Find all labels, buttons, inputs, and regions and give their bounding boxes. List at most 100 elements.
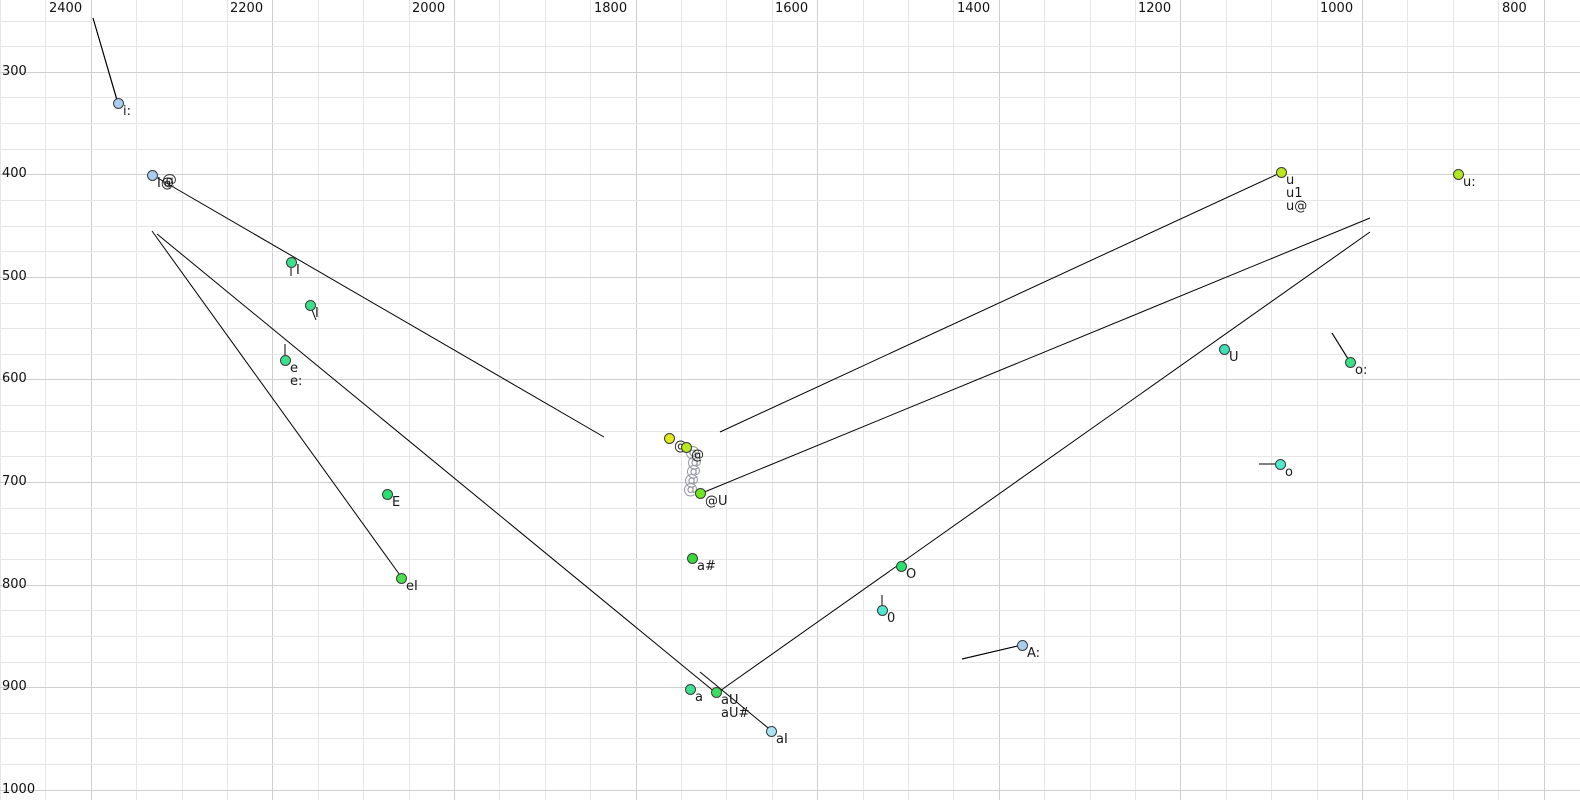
x-gridline-minor xyxy=(136,0,137,800)
x-gridline-minor xyxy=(908,0,909,800)
y-gridline-minor xyxy=(0,200,1580,201)
vowel-data-point[interactable] xyxy=(695,488,706,499)
vowel-data-point[interactable] xyxy=(396,573,407,584)
y-gridline-minor xyxy=(0,97,1580,98)
x-gridline-minor xyxy=(863,0,864,800)
vowel-data-point[interactable] xyxy=(1219,344,1230,355)
y-gridline-minor xyxy=(0,764,1580,765)
x-gridline-minor xyxy=(227,0,228,800)
vowel-data-point[interactable] xyxy=(1345,357,1356,368)
y-axis-tick-label: 900 xyxy=(2,679,27,694)
y-gridline-minor xyxy=(0,21,1580,22)
y-gridline-major xyxy=(0,72,1580,73)
x-gridline-minor xyxy=(590,0,591,800)
vowel-data-point[interactable] xyxy=(1453,169,1464,180)
y-gridline-major xyxy=(0,585,1580,586)
vowel-data-point[interactable] xyxy=(147,170,158,181)
x-gridline-minor xyxy=(1407,0,1408,800)
vowel-point-label: E xyxy=(392,495,401,510)
x-gridline-minor xyxy=(363,0,364,800)
y-gridline-minor xyxy=(0,508,1580,509)
vowel-data-point[interactable] xyxy=(286,257,297,268)
x-gridline-major xyxy=(636,0,637,800)
vowel-point-label: 0 xyxy=(887,611,896,626)
y-axis-tick-label: 500 xyxy=(2,269,27,284)
y-gridline-minor xyxy=(0,713,1580,714)
formant-trajectory-line xyxy=(961,644,1023,660)
vowel-point-label: eI xyxy=(406,579,418,594)
vowel-point-label: a xyxy=(695,690,703,705)
vowel-point-label: aU aU# xyxy=(721,693,750,721)
vowel-data-point[interactable] xyxy=(896,561,907,572)
vowel-data-point[interactable] xyxy=(113,98,124,109)
vowel-data-point[interactable] xyxy=(711,687,722,698)
formant-trajectory-line xyxy=(155,176,605,438)
vowel-data-point[interactable] xyxy=(685,684,696,695)
vowel-point-label: A: xyxy=(1027,646,1041,661)
vowel-data-point[interactable] xyxy=(1017,640,1028,651)
vowel-data-point[interactable] xyxy=(664,433,675,444)
x-gridline-minor xyxy=(1135,0,1136,800)
x-gridline-minor xyxy=(953,0,954,800)
x-gridline-minor xyxy=(0,0,1,800)
x-axis-tick-label: 2200 xyxy=(230,1,264,16)
y-gridline-minor xyxy=(0,405,1580,406)
y-gridline-major xyxy=(0,482,1580,483)
x-gridline-major xyxy=(91,0,92,800)
x-gridline-minor xyxy=(726,0,727,800)
y-axis-tick-label: 800 xyxy=(2,577,27,592)
x-gridline-minor xyxy=(1226,0,1227,800)
y-gridline-major xyxy=(0,790,1580,791)
y-axis-tick-label: 400 xyxy=(2,166,27,181)
x-gridline-major xyxy=(817,0,818,800)
x-gridline-minor xyxy=(545,0,546,800)
y-gridline-minor xyxy=(0,149,1580,150)
y-gridline-minor xyxy=(0,251,1580,252)
vowel-point-label: @U xyxy=(705,494,728,509)
vowel-data-point[interactable] xyxy=(877,605,888,616)
vowel-point-label: I xyxy=(296,263,300,278)
x-gridline-minor xyxy=(1090,0,1091,800)
vowel-point-label: i: xyxy=(123,104,131,119)
vowel-data-point[interactable] xyxy=(280,355,291,366)
y-gridline-minor xyxy=(0,738,1580,739)
y-gridline-minor xyxy=(0,303,1580,304)
vowel-point-label: o xyxy=(1285,465,1293,480)
y-gridline-minor xyxy=(0,662,1580,663)
y-axis-tick-label: 300 xyxy=(2,64,27,79)
x-gridline-minor xyxy=(409,0,410,800)
vowel-data-point[interactable] xyxy=(1276,167,1287,178)
y-axis-tick-label: 600 xyxy=(2,371,27,386)
y-gridline-major xyxy=(0,277,1580,278)
schwa-marker-glyph: @ xyxy=(162,171,177,189)
x-axis-tick-label: 1400 xyxy=(957,1,991,16)
x-axis-tick-label: 2000 xyxy=(412,1,446,16)
vowel-data-point[interactable] xyxy=(1275,459,1286,470)
vowel-data-point[interactable] xyxy=(681,442,692,453)
schwa-chain-glyph: @ xyxy=(683,480,698,498)
vowel-data-point[interactable] xyxy=(305,300,316,311)
schwa-chain-glyph: @ xyxy=(686,462,701,480)
vowel-data-point[interactable] xyxy=(766,726,777,737)
y-gridline-minor xyxy=(0,533,1580,534)
x-gridline-minor xyxy=(45,0,46,800)
vowel-data-point[interactable] xyxy=(687,553,698,564)
x-axis-tick-label: 800 xyxy=(1502,1,1527,16)
vowel-data-point[interactable] xyxy=(382,489,393,500)
vowel-point-label: I xyxy=(315,306,319,321)
vowel-point-label: U xyxy=(1229,350,1239,365)
x-gridline-minor xyxy=(681,0,682,800)
x-axis-tick-label: 1200 xyxy=(1138,1,1172,16)
vowel-point-label: u: xyxy=(1463,175,1476,190)
x-axis-tick-label: 2400 xyxy=(49,1,83,16)
x-gridline-minor xyxy=(1271,0,1272,800)
x-gridline-major xyxy=(272,0,273,800)
vowel-point-label: a# xyxy=(697,559,716,574)
point-tail-line xyxy=(961,644,1023,660)
x-axis-tick-label: 1600 xyxy=(775,1,809,16)
x-gridline-major xyxy=(1180,0,1181,800)
formant-trajectory-line xyxy=(92,17,119,105)
x-gridline-minor xyxy=(1317,0,1318,800)
